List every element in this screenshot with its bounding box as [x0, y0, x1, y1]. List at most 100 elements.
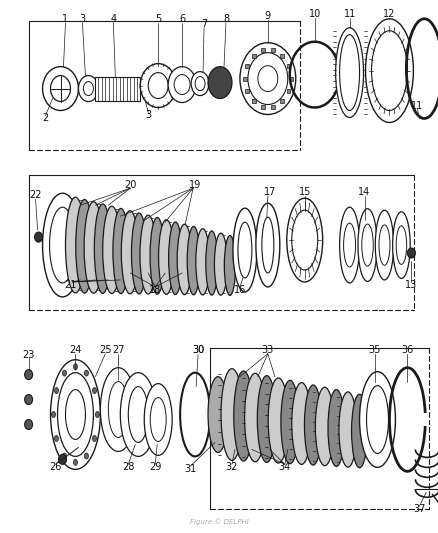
Ellipse shape — [84, 370, 88, 376]
Text: 26: 26 — [49, 462, 62, 472]
Ellipse shape — [351, 394, 367, 468]
Ellipse shape — [191, 71, 208, 95]
Ellipse shape — [304, 385, 321, 465]
Text: 9: 9 — [264, 11, 270, 21]
Ellipse shape — [65, 390, 85, 439]
Bar — [279, 54, 283, 58]
Bar — [95, 77, 140, 101]
Ellipse shape — [374, 210, 393, 280]
Ellipse shape — [50, 76, 71, 101]
Bar — [242, 77, 246, 80]
Text: 8: 8 — [223, 14, 229, 24]
Text: 1: 1 — [62, 14, 68, 24]
Text: 15: 15 — [298, 187, 310, 197]
Bar — [260, 49, 264, 52]
Ellipse shape — [108, 382, 128, 438]
Ellipse shape — [150, 398, 166, 441]
Bar — [286, 64, 290, 68]
Ellipse shape — [343, 223, 355, 267]
Ellipse shape — [261, 217, 273, 273]
Ellipse shape — [128, 386, 148, 442]
Ellipse shape — [357, 209, 376, 281]
Text: 34: 34 — [278, 462, 290, 472]
Ellipse shape — [49, 207, 75, 283]
Bar — [245, 64, 249, 68]
Ellipse shape — [54, 435, 58, 441]
Text: 12: 12 — [382, 9, 395, 19]
Ellipse shape — [73, 364, 77, 370]
Text: 24: 24 — [69, 345, 81, 355]
Ellipse shape — [280, 380, 298, 464]
Ellipse shape — [62, 370, 66, 376]
Text: 7: 7 — [201, 19, 207, 29]
Ellipse shape — [100, 368, 136, 451]
Ellipse shape — [168, 222, 182, 295]
Bar — [286, 89, 290, 93]
Bar — [270, 105, 274, 109]
Ellipse shape — [338, 392, 356, 467]
Text: 14: 14 — [357, 187, 370, 197]
Text: 13: 13 — [404, 280, 417, 290]
Text: 5: 5 — [155, 14, 161, 24]
Ellipse shape — [406, 248, 414, 258]
Ellipse shape — [361, 224, 372, 266]
Ellipse shape — [177, 224, 191, 295]
Ellipse shape — [339, 35, 359, 110]
Text: 2: 2 — [42, 114, 49, 124]
Text: 19: 19 — [188, 180, 201, 190]
Ellipse shape — [314, 387, 333, 466]
Ellipse shape — [50, 360, 100, 470]
Bar — [260, 105, 264, 109]
Bar — [279, 99, 283, 103]
Ellipse shape — [58, 455, 66, 464]
Text: 11: 11 — [410, 101, 423, 110]
Ellipse shape — [83, 82, 93, 95]
Text: 3: 3 — [145, 110, 151, 120]
Bar — [288, 77, 292, 80]
Ellipse shape — [174, 75, 190, 94]
Ellipse shape — [144, 384, 172, 455]
Ellipse shape — [51, 411, 55, 417]
Ellipse shape — [240, 43, 295, 115]
Ellipse shape — [237, 222, 251, 278]
Ellipse shape — [327, 390, 344, 466]
Bar — [251, 99, 255, 103]
Ellipse shape — [244, 373, 265, 462]
Ellipse shape — [371, 31, 406, 110]
Ellipse shape — [168, 67, 196, 102]
Text: 30: 30 — [191, 345, 204, 355]
Ellipse shape — [102, 206, 120, 294]
Text: 35: 35 — [367, 345, 380, 355]
Ellipse shape — [392, 212, 409, 278]
Text: 4: 4 — [110, 14, 116, 24]
Ellipse shape — [73, 459, 77, 465]
Ellipse shape — [208, 377, 227, 453]
Ellipse shape — [42, 67, 78, 110]
Bar — [245, 89, 249, 93]
Ellipse shape — [365, 19, 413, 123]
Text: 29: 29 — [148, 462, 161, 472]
Ellipse shape — [78, 76, 98, 101]
Text: 18: 18 — [149, 285, 161, 295]
Ellipse shape — [205, 231, 217, 295]
Ellipse shape — [291, 210, 317, 270]
Text: 11: 11 — [343, 9, 355, 19]
Ellipse shape — [378, 225, 389, 265]
Text: 20: 20 — [124, 180, 136, 190]
Ellipse shape — [65, 197, 85, 293]
Text: Figure © DELPHI: Figure © DELPHI — [189, 518, 248, 524]
Text: 17: 17 — [263, 187, 276, 197]
Ellipse shape — [25, 419, 32, 430]
Ellipse shape — [150, 217, 164, 294]
Text: 22: 22 — [29, 190, 42, 200]
Ellipse shape — [131, 213, 146, 294]
Text: 30: 30 — [191, 345, 204, 355]
Ellipse shape — [339, 207, 359, 283]
Ellipse shape — [286, 198, 322, 282]
Ellipse shape — [366, 385, 388, 454]
Bar — [270, 49, 274, 52]
Ellipse shape — [195, 229, 209, 295]
Ellipse shape — [257, 66, 277, 92]
Ellipse shape — [220, 369, 242, 461]
Text: 27: 27 — [112, 345, 124, 355]
